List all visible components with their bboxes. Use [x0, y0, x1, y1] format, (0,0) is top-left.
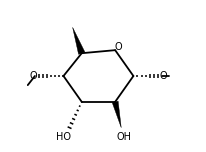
Text: OH: OH — [117, 132, 132, 142]
Text: HO: HO — [56, 132, 71, 142]
Polygon shape — [112, 101, 121, 128]
Text: O: O — [30, 71, 37, 81]
Text: O: O — [114, 42, 122, 52]
Text: O: O — [159, 71, 167, 81]
Polygon shape — [73, 27, 85, 54]
